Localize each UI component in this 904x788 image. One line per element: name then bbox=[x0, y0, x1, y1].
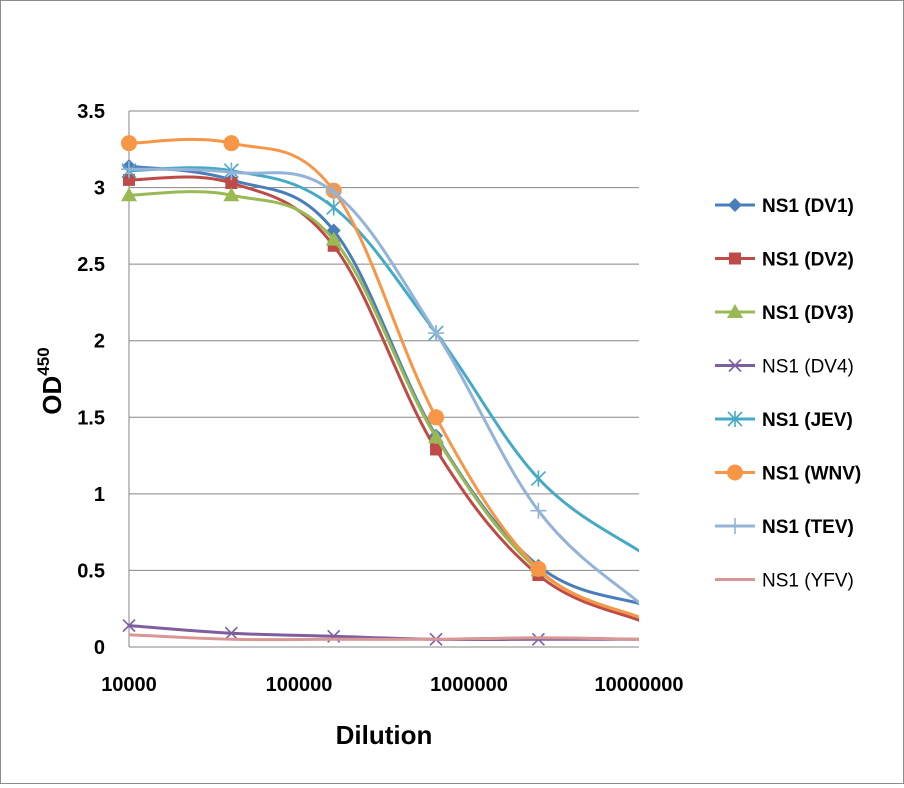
legend-marker bbox=[727, 464, 743, 481]
series-ns1-dv4 bbox=[122, 618, 639, 646]
legend-item: NS1 (DV2) bbox=[715, 250, 854, 271]
legend-item: NS1 (DV1) bbox=[715, 196, 854, 217]
data-point bbox=[121, 187, 137, 202]
data-point bbox=[223, 135, 240, 152]
legend-label: NS1 (JEV) bbox=[762, 410, 853, 431]
legend-marker bbox=[727, 411, 743, 427]
legend-label: NS1 (DV3) bbox=[762, 303, 854, 324]
legend-item: NS1 (TEV) bbox=[715, 517, 854, 538]
x-axis-ticks: 10000 100000 1000000 10000000 bbox=[101, 674, 683, 696]
legend-marker bbox=[728, 198, 742, 212]
y-axis-title-main: OD bbox=[37, 376, 67, 415]
data-point bbox=[121, 161, 137, 178]
data-point bbox=[121, 135, 137, 152]
y-tick-label: 3.5 bbox=[77, 101, 105, 123]
data-point bbox=[224, 626, 238, 640]
legend-marker bbox=[727, 304, 743, 318]
data-point bbox=[530, 560, 547, 577]
data-point bbox=[428, 409, 445, 426]
data-point bbox=[428, 325, 445, 342]
data-point bbox=[428, 429, 445, 444]
legend-label: NS1 (WNV) bbox=[762, 464, 861, 485]
series-line bbox=[128, 175, 639, 622]
series-ns1-wnv bbox=[121, 135, 639, 619]
series-ns1-dv2 bbox=[123, 173, 639, 622]
legend-label: NS1 (DV1) bbox=[762, 196, 854, 217]
x-tick-label: 10000 bbox=[101, 674, 157, 696]
data-point bbox=[326, 199, 342, 216]
series-layer bbox=[121, 135, 639, 646]
x-tick-label: 1000000 bbox=[430, 674, 508, 696]
y-tick-label: 3 bbox=[94, 178, 105, 200]
y-axis-ticks: 0 0.5 1 1.5 2 2.5 3 3.5 bbox=[77, 101, 105, 659]
legend-item: NS1 (WNV) bbox=[715, 464, 861, 485]
data-point bbox=[123, 173, 135, 186]
x-tick-label: 10000000 bbox=[595, 674, 684, 696]
data-point bbox=[530, 502, 547, 519]
data-point bbox=[223, 164, 240, 181]
data-point bbox=[531, 632, 545, 646]
series-line bbox=[128, 633, 639, 642]
legend-item: NS1 (YFV) bbox=[715, 571, 854, 592]
x-axis-title: Dilution bbox=[336, 720, 433, 750]
y-axis-title-superscript: 450 bbox=[34, 347, 53, 375]
y-tick-label: 1.5 bbox=[77, 407, 105, 429]
y-tick-label: 2 bbox=[94, 331, 105, 353]
y-tick-label: 2.5 bbox=[77, 254, 105, 276]
data-point bbox=[325, 231, 342, 246]
series-line bbox=[128, 137, 639, 619]
y-axis-title: OD450 bbox=[34, 347, 67, 414]
legend-marker bbox=[728, 358, 742, 373]
data-point bbox=[223, 187, 240, 202]
series-ns1-dv3 bbox=[121, 187, 639, 619]
legend-label: NS1 (TEV) bbox=[762, 517, 854, 538]
legend-marker bbox=[727, 518, 743, 534]
legend-item: NS1 (JEV) bbox=[715, 410, 853, 431]
legend: NS1 (DV1) NS1 (DV2) NS1 (DV3) NS1 (DV4) NS1 … bbox=[715, 196, 861, 592]
series-line bbox=[128, 166, 639, 553]
legend-item: NS1 (DV3) bbox=[715, 303, 854, 324]
data-point bbox=[122, 618, 136, 633]
data-point bbox=[225, 176, 238, 189]
legend-label: NS1 (YFV) bbox=[762, 571, 854, 592]
x-tick-label: 100000 bbox=[266, 674, 333, 696]
series-ns1-tev bbox=[121, 161, 639, 605]
legend-marker bbox=[729, 252, 741, 265]
legend-label: NS1 (DV2) bbox=[762, 250, 854, 271]
series-ns1-yfv bbox=[128, 633, 639, 642]
series-line bbox=[128, 167, 639, 605]
y-tick-label: 0.5 bbox=[77, 560, 105, 582]
legend-label: NS1 (DV4) bbox=[762, 357, 854, 378]
data-point bbox=[325, 184, 342, 201]
data-point bbox=[430, 443, 443, 456]
legend-item: NS1 (DV4) bbox=[715, 357, 854, 378]
series-line bbox=[128, 190, 639, 619]
data-point bbox=[530, 470, 546, 487]
y-tick-label: 1 bbox=[94, 484, 105, 506]
y-tick-label: 0 bbox=[94, 637, 105, 659]
